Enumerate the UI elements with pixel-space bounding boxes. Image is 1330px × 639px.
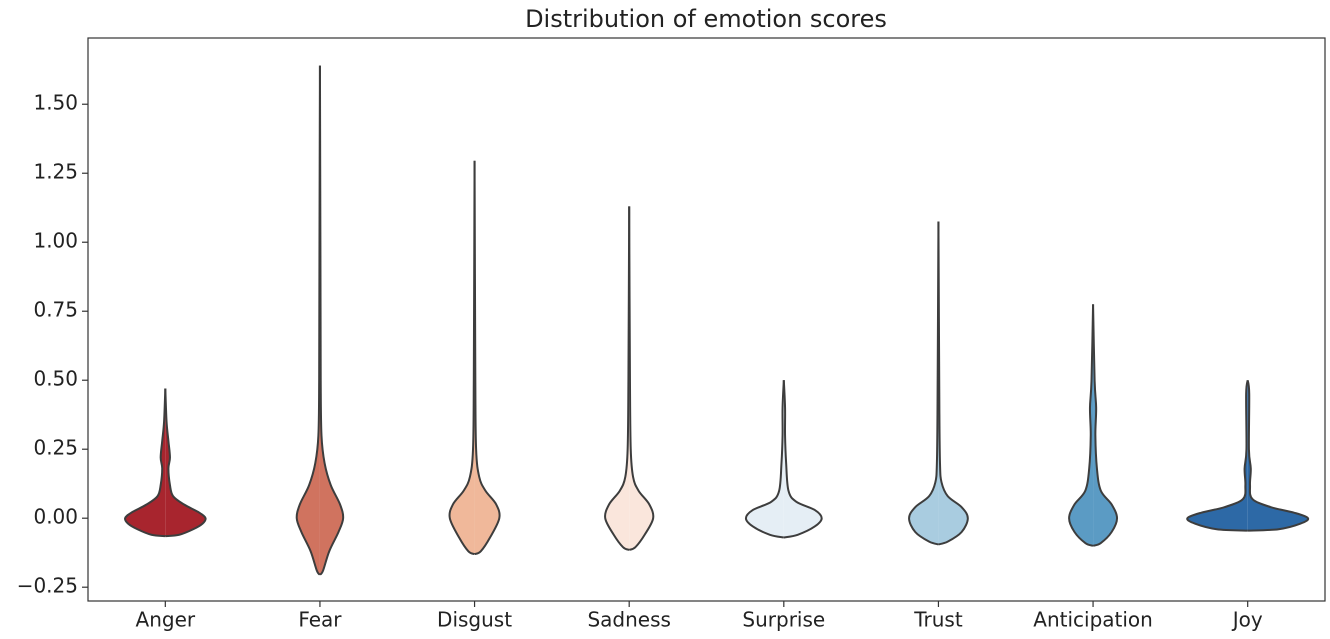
violin-half [908, 221, 940, 546]
y-tick-label: 0.50 [33, 367, 78, 391]
violin-half [744, 380, 785, 539]
violin-half [1246, 380, 1310, 532]
x-tick-label: Anger [136, 608, 196, 632]
x-tick-label: Fear [298, 608, 342, 632]
x-tick-label: Disgust [437, 608, 512, 632]
plot-frame [87, 37, 1326, 602]
x-tick-label: Sadness [587, 608, 670, 632]
violin-half [448, 160, 476, 556]
violin-half [318, 65, 345, 576]
x-tick-label: Surprise [742, 608, 825, 632]
violin-half [295, 65, 321, 576]
violin-half [1186, 380, 1249, 532]
violin-half [473, 160, 501, 556]
y-tick-label: 1.50 [33, 91, 78, 115]
chart-title: Distribution of emotion scores [525, 5, 887, 33]
y-tick-label: 0.75 [33, 298, 78, 322]
violin-half [1068, 304, 1095, 547]
y-tick-label: 0.00 [33, 505, 78, 529]
violin-half [628, 206, 655, 551]
violin-half [1092, 304, 1119, 547]
violin-half [937, 221, 969, 546]
violin-half [604, 206, 631, 551]
violin-half [164, 388, 207, 538]
y-tick-label: 1.00 [33, 229, 78, 253]
y-tick-label: 0.25 [33, 436, 78, 460]
x-tick-label: Trust [913, 608, 963, 632]
x-tick-label: Joy [1231, 608, 1263, 632]
violin-half [782, 380, 823, 539]
y-tick-label: 1.25 [33, 160, 78, 184]
violin-half [124, 388, 167, 538]
y-tick-label: −0.25 [17, 574, 78, 598]
x-tick-label: Anticipation [1033, 608, 1153, 632]
